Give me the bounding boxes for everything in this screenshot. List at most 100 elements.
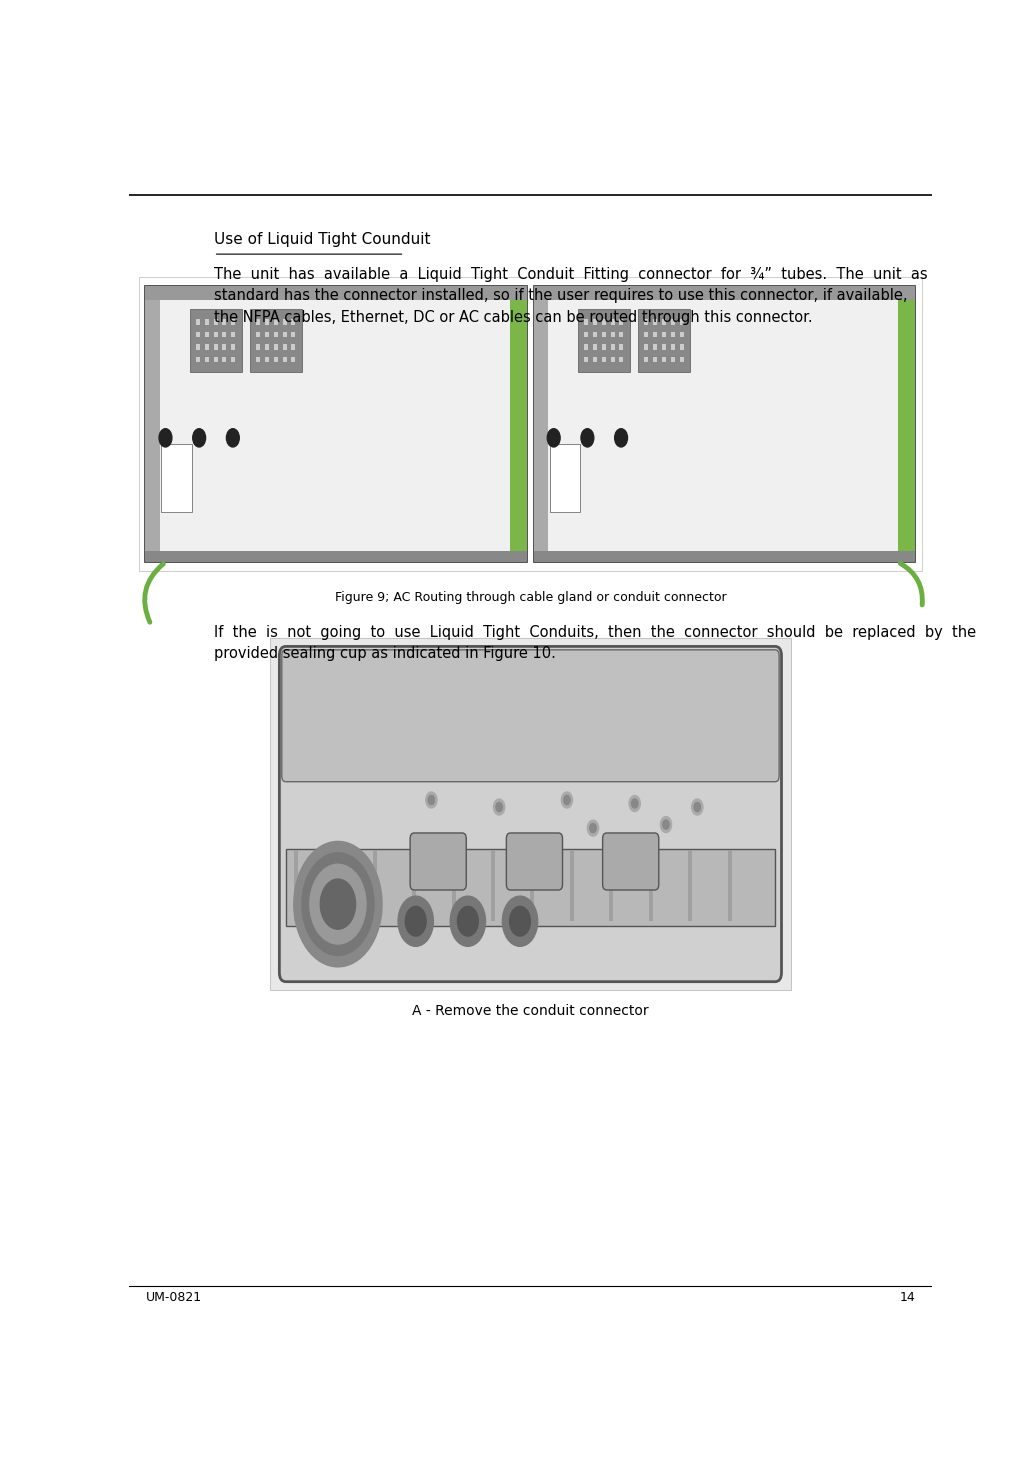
- Bar: [653, 332, 657, 338]
- Bar: [145, 551, 527, 561]
- Circle shape: [502, 896, 537, 946]
- Bar: [265, 332, 269, 338]
- Bar: [231, 344, 235, 350]
- Bar: [213, 318, 217, 324]
- Bar: [412, 850, 416, 921]
- Bar: [223, 344, 227, 350]
- Bar: [283, 357, 287, 363]
- Bar: [662, 344, 666, 350]
- Bar: [223, 332, 227, 338]
- Bar: [273, 332, 277, 338]
- Bar: [610, 850, 614, 921]
- Bar: [534, 286, 915, 299]
- FancyBboxPatch shape: [279, 646, 781, 982]
- Text: Use of Liquid Tight Counduit: Use of Liquid Tight Counduit: [213, 233, 431, 247]
- Bar: [662, 318, 666, 324]
- Bar: [671, 357, 675, 363]
- Circle shape: [691, 800, 703, 815]
- Bar: [265, 357, 269, 363]
- Bar: [645, 344, 648, 350]
- Bar: [645, 357, 648, 363]
- Bar: [292, 357, 295, 363]
- FancyBboxPatch shape: [506, 832, 562, 890]
- Circle shape: [302, 853, 374, 955]
- Bar: [645, 332, 648, 338]
- Bar: [584, 344, 588, 350]
- Text: The  unit  has  available  a  Liquid  Tight  Conduit  Fitting  connector  for  ¾: The unit has available a Liquid Tight Co…: [213, 267, 927, 324]
- Circle shape: [694, 803, 701, 812]
- Bar: [620, 344, 623, 350]
- Bar: [534, 286, 915, 561]
- Bar: [534, 551, 915, 561]
- Bar: [671, 318, 675, 324]
- Circle shape: [662, 820, 670, 829]
- Bar: [223, 318, 227, 324]
- Bar: [680, 357, 684, 363]
- Bar: [620, 318, 623, 324]
- Bar: [645, 318, 648, 324]
- Bar: [292, 332, 295, 338]
- Bar: [550, 444, 581, 512]
- Bar: [196, 344, 200, 350]
- Bar: [534, 286, 549, 561]
- Circle shape: [320, 880, 356, 929]
- Bar: [231, 357, 235, 363]
- FancyBboxPatch shape: [602, 832, 658, 890]
- Circle shape: [193, 428, 206, 447]
- Bar: [256, 318, 260, 324]
- Bar: [145, 286, 527, 561]
- Text: A - Remove the conduit connector: A - Remove the conduit connector: [412, 1004, 649, 1019]
- Circle shape: [294, 841, 382, 967]
- Text: Figure 9; AC Routing through cable gland or conduit connector: Figure 9; AC Routing through cable gland…: [334, 591, 727, 604]
- Bar: [620, 332, 623, 338]
- Circle shape: [564, 795, 570, 804]
- Bar: [273, 357, 277, 363]
- Bar: [688, 850, 692, 921]
- Circle shape: [159, 428, 172, 447]
- Bar: [593, 344, 597, 350]
- Circle shape: [428, 795, 435, 804]
- Bar: [273, 344, 277, 350]
- Bar: [671, 332, 675, 338]
- Bar: [601, 332, 605, 338]
- Circle shape: [548, 428, 560, 447]
- Circle shape: [615, 428, 627, 447]
- Circle shape: [450, 896, 485, 946]
- Bar: [662, 332, 666, 338]
- Bar: [292, 344, 295, 350]
- Bar: [897, 286, 915, 561]
- Circle shape: [425, 792, 437, 809]
- Bar: [662, 357, 666, 363]
- Bar: [205, 357, 209, 363]
- Bar: [451, 850, 455, 921]
- Circle shape: [590, 823, 596, 832]
- Text: UM-0821: UM-0821: [145, 1291, 202, 1305]
- Bar: [373, 850, 377, 921]
- Bar: [593, 318, 597, 324]
- Bar: [294, 850, 298, 921]
- Bar: [265, 344, 269, 350]
- Bar: [213, 332, 217, 338]
- Bar: [286, 849, 775, 927]
- Bar: [649, 850, 653, 921]
- Bar: [584, 318, 588, 324]
- Circle shape: [398, 896, 434, 946]
- Bar: [145, 286, 527, 299]
- Circle shape: [309, 865, 366, 943]
- Bar: [189, 310, 242, 372]
- Bar: [273, 318, 277, 324]
- Circle shape: [406, 906, 426, 936]
- Bar: [601, 318, 605, 324]
- Bar: [270, 638, 791, 989]
- Bar: [680, 332, 684, 338]
- Circle shape: [227, 428, 239, 447]
- Bar: [205, 332, 209, 338]
- Circle shape: [631, 798, 638, 809]
- Bar: [256, 357, 260, 363]
- Bar: [213, 344, 217, 350]
- Bar: [611, 332, 615, 338]
- Bar: [231, 332, 235, 338]
- FancyBboxPatch shape: [282, 650, 779, 782]
- Bar: [728, 850, 732, 921]
- Circle shape: [509, 906, 530, 936]
